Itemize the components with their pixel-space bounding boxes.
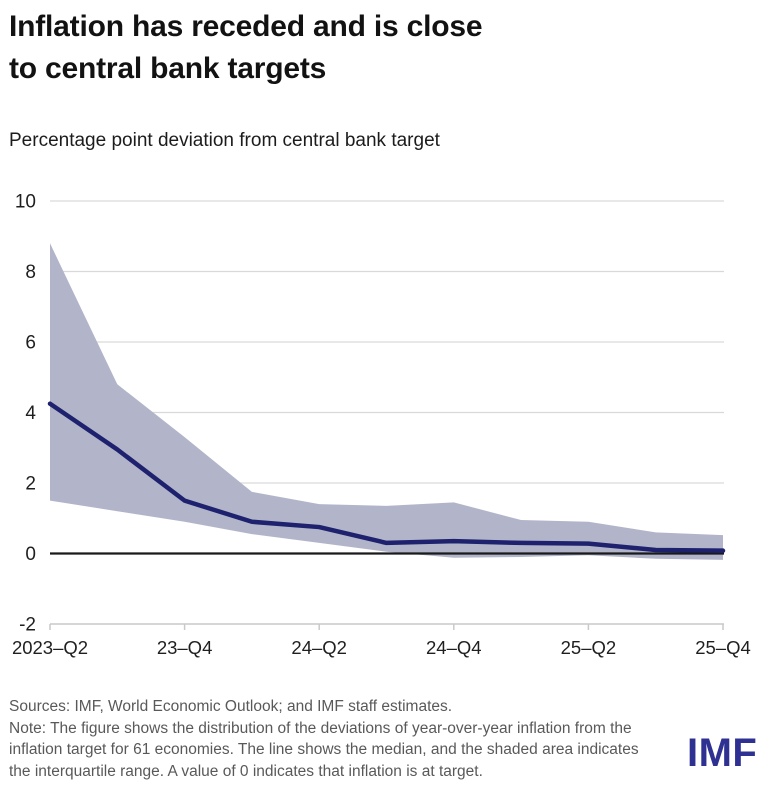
chart-title-line1: Inflation has receded and is close bbox=[9, 10, 483, 43]
footer-notes: Sources: IMF, World Economic Outlook; an… bbox=[9, 696, 664, 782]
y-tick-label: 0 bbox=[25, 544, 36, 565]
x-tick-label: 25–Q4 bbox=[695, 637, 751, 658]
chart-subtitle: Percentage point deviation from central … bbox=[9, 130, 440, 151]
x-tick-label: 24–Q4 bbox=[426, 637, 482, 658]
imf-logo: IMF bbox=[687, 731, 758, 775]
median-line bbox=[47, 401, 726, 553]
y-tick-label: 8 bbox=[25, 262, 36, 283]
y-tick-label: 4 bbox=[25, 403, 36, 424]
y-tick-label: 10 bbox=[15, 192, 36, 213]
note-text: Note: The figure shows the distribution … bbox=[9, 719, 639, 780]
x-tick-label: 24–Q2 bbox=[291, 637, 347, 658]
interquartile-band bbox=[50, 243, 723, 560]
x-tick-label: 2023–Q2 bbox=[12, 637, 88, 658]
y-tick-label: -2 bbox=[19, 615, 36, 636]
chart-title: Inflation has receded and is close to ce… bbox=[9, 6, 483, 90]
sources-text: Sources: IMF, World Economic Outlook; an… bbox=[9, 698, 453, 715]
x-tick-label: 23–Q4 bbox=[157, 637, 213, 658]
y-tick-label: 6 bbox=[25, 333, 36, 354]
y-tick-label: 2 bbox=[25, 474, 36, 495]
chart-title-line2: to central bank targets bbox=[9, 52, 327, 85]
x-tick-label: 25–Q2 bbox=[561, 637, 617, 658]
